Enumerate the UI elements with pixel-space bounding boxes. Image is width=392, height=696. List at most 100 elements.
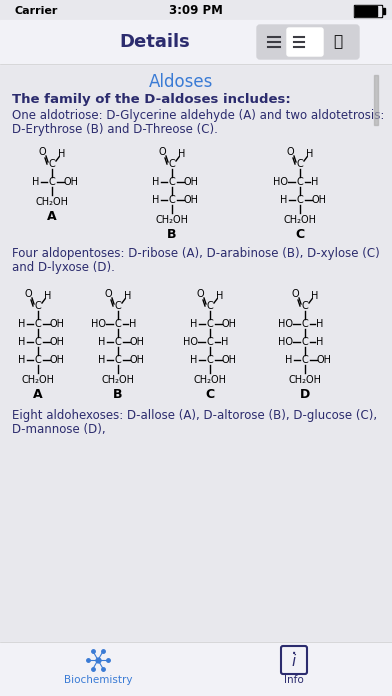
Text: CH₂OH: CH₂OH xyxy=(22,375,54,385)
Text: OH: OH xyxy=(49,355,65,365)
Text: H: H xyxy=(190,355,198,365)
Text: CH₂OH: CH₂OH xyxy=(283,215,316,225)
Text: C: C xyxy=(301,337,309,347)
Text: H: H xyxy=(311,177,319,187)
Text: OH: OH xyxy=(183,177,198,187)
Text: CH₂OH: CH₂OH xyxy=(156,215,189,225)
Text: O: O xyxy=(291,289,299,299)
Text: One aldotriose: D-Glycerine aldehyde (A) and two aldotetrosis:: One aldotriose: D-Glycerine aldehyde (A)… xyxy=(12,109,385,122)
Text: CH₂OH: CH₂OH xyxy=(102,375,134,385)
Text: H: H xyxy=(316,337,324,347)
Text: CH₂OH: CH₂OH xyxy=(289,375,321,385)
Text: HO: HO xyxy=(91,319,107,329)
Text: H: H xyxy=(280,195,288,205)
Text: O: O xyxy=(286,147,294,157)
Text: H: H xyxy=(44,291,52,301)
Text: C: C xyxy=(169,195,175,205)
Text: H: H xyxy=(18,319,26,329)
Text: C: C xyxy=(114,337,122,347)
Text: C: C xyxy=(296,228,305,241)
FancyBboxPatch shape xyxy=(287,28,323,56)
Text: H: H xyxy=(32,177,40,187)
Text: C: C xyxy=(34,301,42,311)
Text: C: C xyxy=(207,337,213,347)
Text: C: C xyxy=(205,388,214,400)
Text: O: O xyxy=(38,147,46,157)
Bar xyxy=(355,6,377,16)
FancyBboxPatch shape xyxy=(257,25,359,59)
Text: H: H xyxy=(129,319,137,329)
Text: C: C xyxy=(297,195,303,205)
Text: C: C xyxy=(169,177,175,187)
Text: Info: Info xyxy=(284,675,304,685)
Bar xyxy=(355,6,381,16)
Text: H: H xyxy=(18,337,26,347)
Text: H: H xyxy=(306,149,314,159)
Text: A: A xyxy=(33,388,43,400)
Text: OH: OH xyxy=(49,337,65,347)
Text: The family of the D-aldoses includes:: The family of the D-aldoses includes: xyxy=(12,93,291,106)
Text: C: C xyxy=(34,337,42,347)
Text: C: C xyxy=(297,159,303,169)
Text: and D-lyxose (D).: and D-lyxose (D). xyxy=(12,262,115,274)
Bar xyxy=(0,20,392,64)
Text: H: H xyxy=(58,149,66,159)
Text: C: C xyxy=(301,355,309,365)
Text: H: H xyxy=(216,291,224,301)
Text: A: A xyxy=(47,209,57,223)
Text: O: O xyxy=(104,289,112,299)
Text: C: C xyxy=(297,177,303,187)
Text: H: H xyxy=(18,355,26,365)
Text: C: C xyxy=(207,355,213,365)
Text: H: H xyxy=(178,149,186,159)
Text: Details: Details xyxy=(120,33,191,51)
Text: Biochemistry: Biochemistry xyxy=(64,675,132,685)
Text: C: C xyxy=(34,319,42,329)
Text: Aldoses: Aldoses xyxy=(149,73,213,91)
Text: B: B xyxy=(113,388,123,400)
Text: CH₂OH: CH₂OH xyxy=(194,375,227,385)
Text: C: C xyxy=(169,159,175,169)
Text: D: D xyxy=(300,388,310,400)
Text: H: H xyxy=(152,177,160,187)
Text: HO: HO xyxy=(274,177,289,187)
Text: OH: OH xyxy=(64,177,78,187)
Text: 3:09 PM: 3:09 PM xyxy=(169,4,223,17)
Text: HO: HO xyxy=(183,337,198,347)
Text: OH: OH xyxy=(49,319,65,329)
Text: D-mannose (D),: D-mannose (D), xyxy=(12,423,105,436)
Text: OH: OH xyxy=(129,355,145,365)
Text: H: H xyxy=(98,355,106,365)
Text: C: C xyxy=(301,319,309,329)
Text: H: H xyxy=(190,319,198,329)
Text: C: C xyxy=(34,355,42,365)
Text: OH: OH xyxy=(129,337,145,347)
Bar xyxy=(354,5,382,17)
Text: HO: HO xyxy=(278,337,294,347)
Text: H: H xyxy=(98,337,106,347)
Text: OH: OH xyxy=(221,355,236,365)
Text: D-Erythrose (B) and D-Threose (C).: D-Erythrose (B) and D-Threose (C). xyxy=(12,123,218,136)
Text: OH: OH xyxy=(312,195,327,205)
Text: C: C xyxy=(49,177,55,187)
Text: H: H xyxy=(221,337,229,347)
Text: Eight aldohexoses: D-allose (A), D-altorose (B), D-glucose (C),: Eight aldohexoses: D-allose (A), D-altor… xyxy=(12,409,377,422)
Text: O: O xyxy=(196,289,204,299)
Text: i: i xyxy=(292,654,296,670)
Bar xyxy=(374,75,378,125)
Text: C: C xyxy=(207,301,213,311)
Bar xyxy=(382,8,385,14)
Text: C: C xyxy=(114,355,122,365)
Text: Carrier: Carrier xyxy=(15,6,58,16)
Text: C: C xyxy=(114,301,122,311)
Text: C: C xyxy=(114,319,122,329)
Text: HO: HO xyxy=(278,319,294,329)
Text: ·: · xyxy=(291,644,297,663)
Text: OH: OH xyxy=(221,319,236,329)
Text: OH: OH xyxy=(316,355,332,365)
Text: H: H xyxy=(124,291,132,301)
Text: 🎓: 🎓 xyxy=(334,35,343,49)
Text: O: O xyxy=(158,147,166,157)
Text: CH₂OH: CH₂OH xyxy=(36,197,69,207)
Text: C: C xyxy=(207,319,213,329)
